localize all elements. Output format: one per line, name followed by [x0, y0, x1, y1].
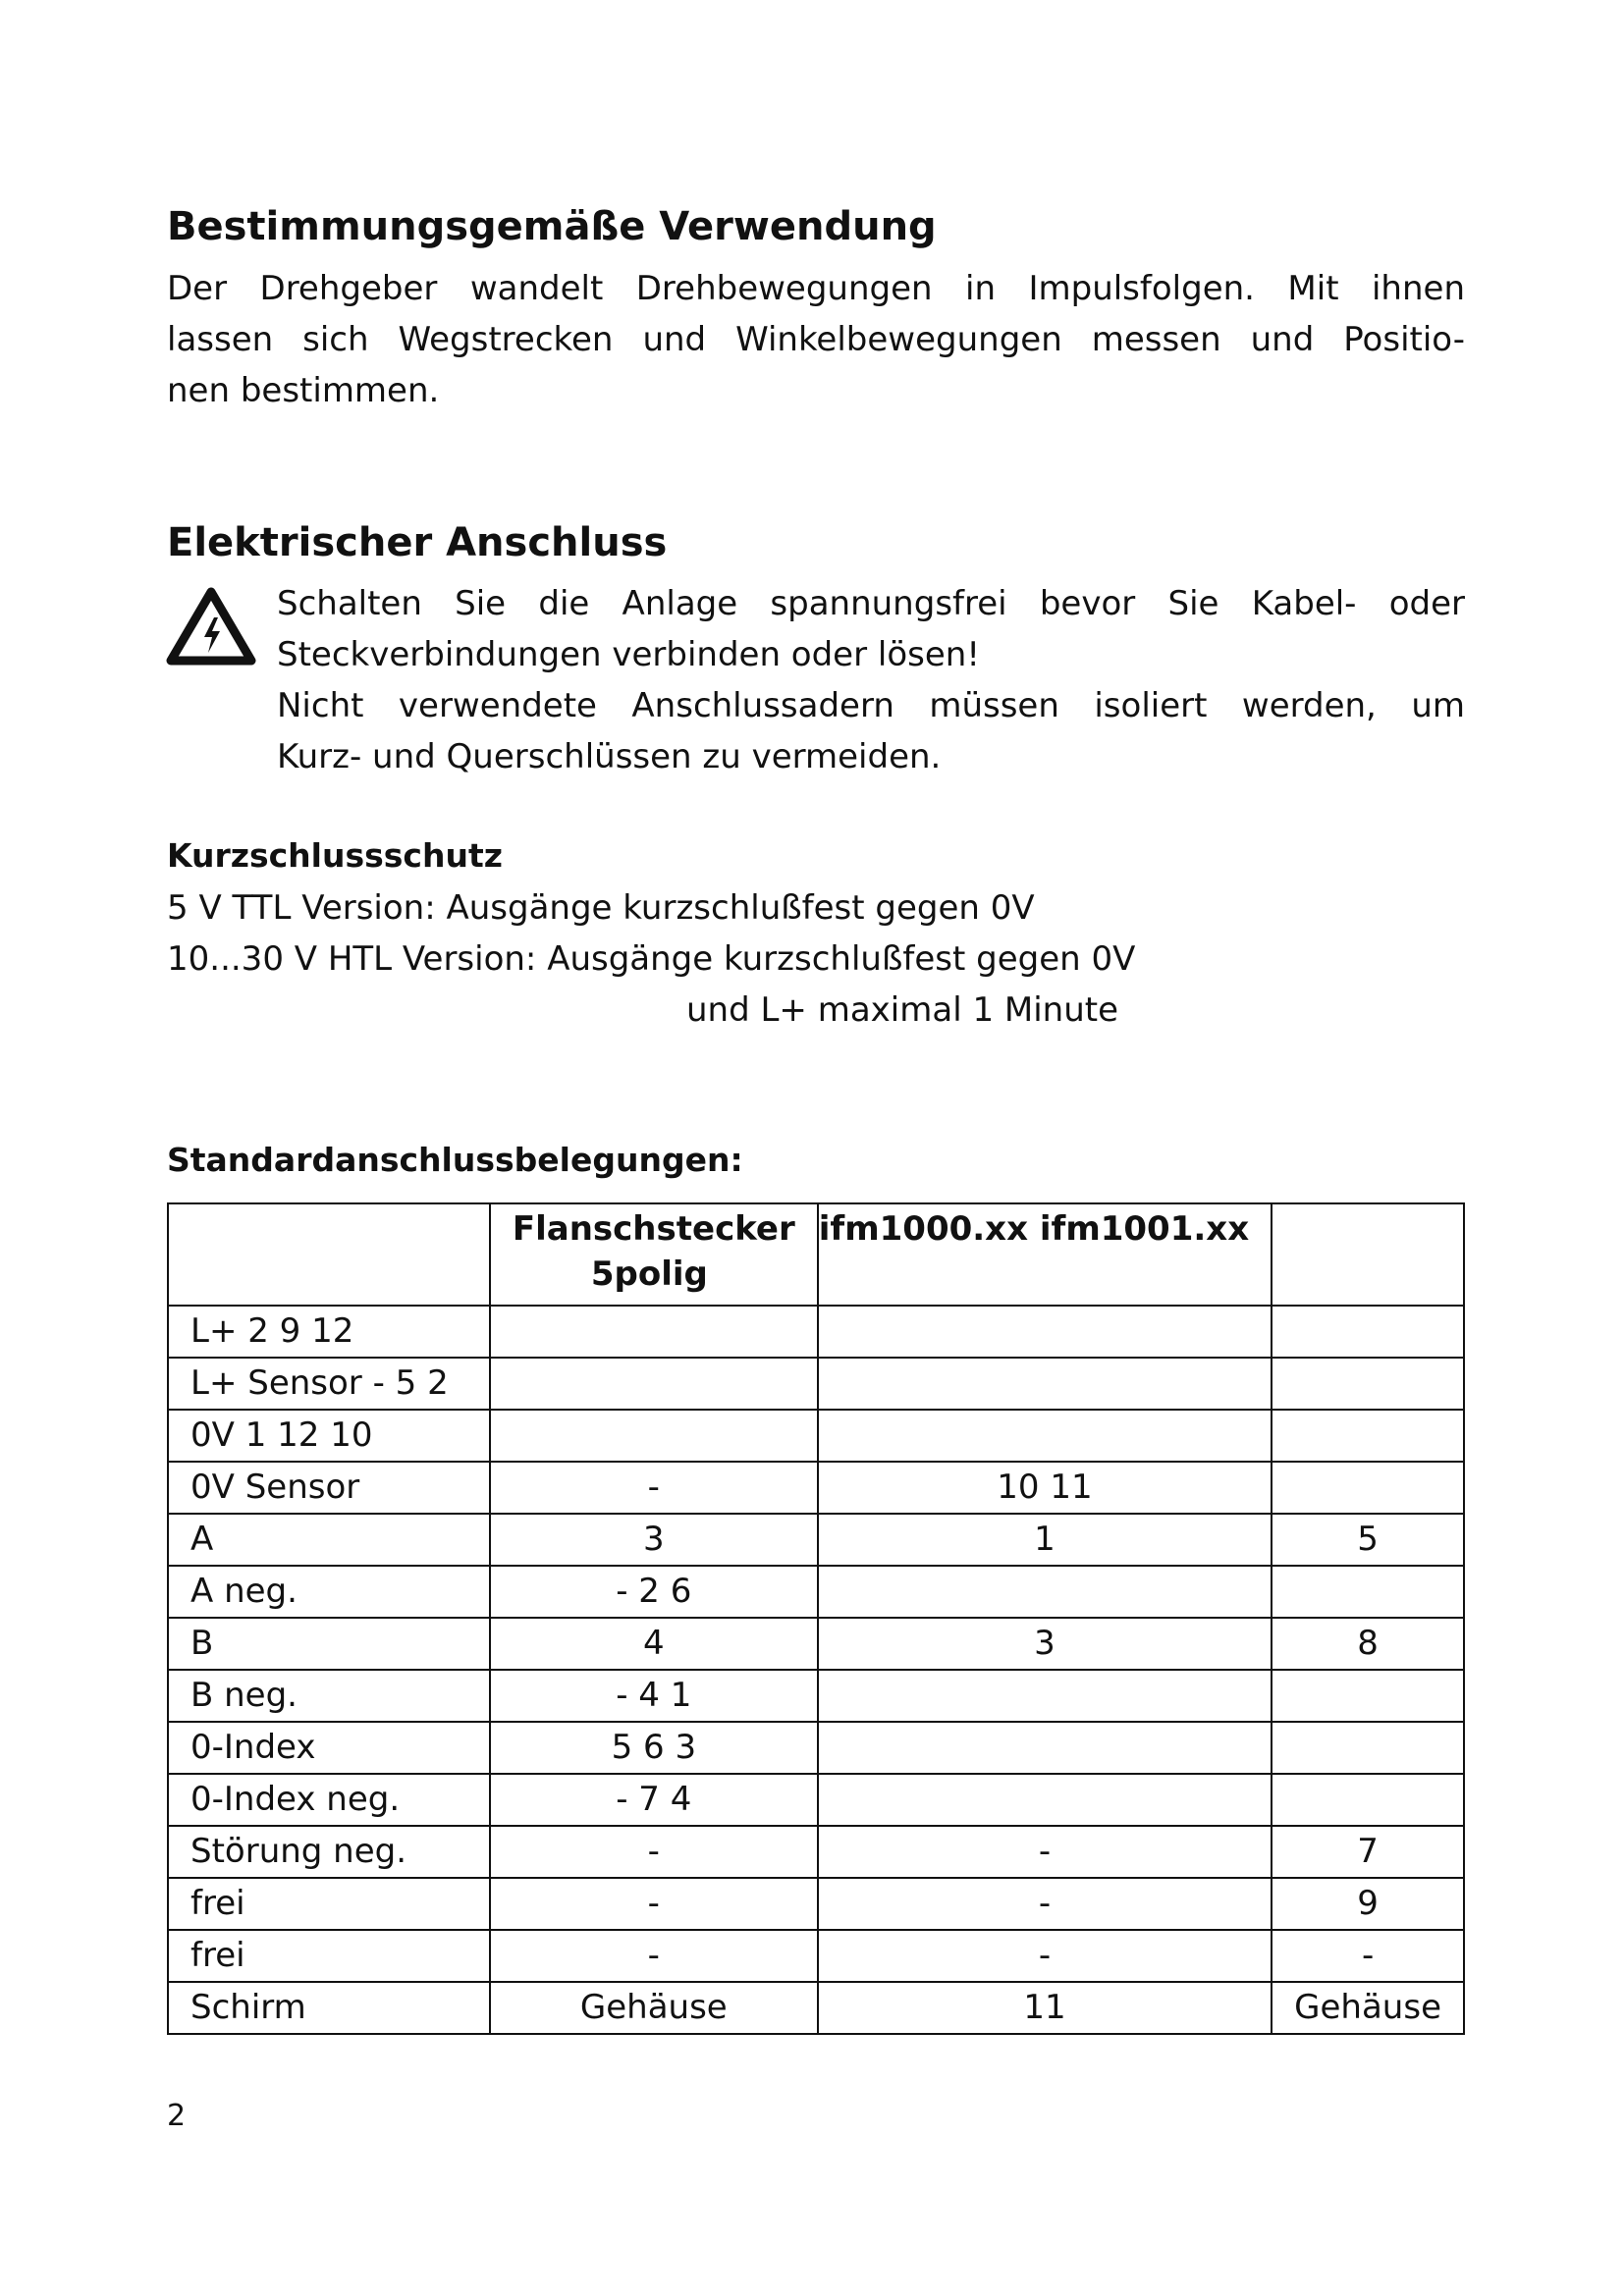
text-line: Kurz- und Querschlüssen zu vermeiden.: [277, 737, 942, 776]
table-cell: [816, 1669, 1273, 1723]
header-cell: [167, 1202, 491, 1307]
table-cell: 11: [816, 1981, 1273, 2035]
table-cell: 8: [1271, 1617, 1465, 1671]
header-cell: [1271, 1202, 1465, 1307]
table-cell: L+ 2 9 12: [167, 1305, 491, 1359]
table-row: 0V Sensor -10 11: [167, 1461, 1465, 1515]
table-cell: 1: [816, 1513, 1273, 1567]
text-line: Der Drehgeber wandelt Drehbewegungen in …: [167, 269, 1465, 308]
table-cell: 0-Index: [167, 1721, 491, 1775]
header-label: 5polig: [590, 1255, 708, 1294]
table-cell: -: [1271, 1929, 1465, 1983]
table-cell: [816, 1305, 1273, 1359]
table-row: L+ Sensor - 5 2: [167, 1357, 1465, 1411]
paragraph-intended-use: Der Drehgeber wandelt Drehbewegungen in …: [167, 263, 1465, 416]
table-cell: [1271, 1409, 1465, 1463]
table-cell: -: [816, 1929, 1273, 1983]
table-cell: [488, 1357, 819, 1411]
table-cell: Schirm: [167, 1981, 491, 2035]
table-header-row: Flanschstecker 5polig ifm1000.xx ifm1001.…: [167, 1202, 1465, 1307]
header-label: ifm1000.xx ifm1001.xx: [818, 1209, 1250, 1249]
header-cell-ifm: ifm1000.xx ifm1001.xx: [816, 1202, 1273, 1307]
table-row: frei - -9: [167, 1877, 1465, 1931]
warning-text: Schalten Sie die Anlage spannungsfrei be…: [277, 578, 1465, 782]
table-cell: [1271, 1461, 1465, 1515]
table-cell: [488, 1409, 819, 1463]
table-cell: Gehäuse: [1271, 1981, 1465, 2035]
table-cell: 5 6 3: [488, 1721, 819, 1775]
high-voltage-warning-icon: [166, 587, 256, 666]
table-cell: - 4 1: [488, 1669, 819, 1723]
table-cell: 9: [1271, 1877, 1465, 1931]
heading-short-circuit-protection: Kurzschlussschutz: [167, 836, 503, 875]
table-cell: 4: [488, 1617, 819, 1671]
table-cell: 0V 1 12 10: [167, 1409, 491, 1463]
text-line: lassen sich Wegstrecken und Winkelbewegu…: [167, 320, 1465, 359]
table-cell: [1271, 1565, 1465, 1619]
table-row: 0-Index 5 6 3: [167, 1721, 1465, 1775]
table-cell: - 7 4: [488, 1773, 819, 1827]
table-cell: 7: [1271, 1825, 1465, 1879]
table-cell: Gehäuse: [488, 1981, 819, 2035]
table-row: frei - - -: [167, 1929, 1465, 1983]
table-cell: 3: [488, 1513, 819, 1567]
table-row: A neg. - 2 6: [167, 1565, 1465, 1619]
table-cell: [816, 1409, 1273, 1463]
table-cell: 0-Index neg.: [167, 1773, 491, 1827]
table-row: L+ 2 9 12: [167, 1305, 1465, 1359]
table-cell: Störung neg.: [167, 1825, 491, 1879]
text-line: 10...30 V HTL Version: Ausgänge kurzschl…: [167, 939, 1136, 979]
table-row: B neg. - 4 1: [167, 1669, 1465, 1723]
table-cell: [1271, 1357, 1465, 1411]
text-line: Schalten Sie die Anlage spannungsfrei be…: [277, 584, 1465, 623]
table-row: Schirm Gehäuse 11 Gehäuse: [167, 1981, 1465, 2035]
table-cell: B: [167, 1617, 491, 1671]
table-cell: [816, 1357, 1273, 1411]
heading-intended-use: Bestimmungsgemäße Verwendung: [167, 204, 937, 249]
table-cell: [1271, 1773, 1465, 1827]
table-cell: frei: [167, 1877, 491, 1931]
header-label: Flanschstecker: [512, 1209, 795, 1249]
table-row: 0V 1 12 10: [167, 1409, 1465, 1463]
text-line: Steckverbindungen verbinden oder lösen!: [277, 635, 980, 674]
table-cell: [816, 1773, 1273, 1827]
table-cell: A: [167, 1513, 491, 1567]
table-cell: B neg.: [167, 1669, 491, 1723]
table-cell: [1271, 1669, 1465, 1723]
text-line: Nicht verwendete Anschlussadern müssen i…: [277, 686, 1465, 725]
table-cell: -: [488, 1461, 819, 1515]
table-cell: frei: [167, 1929, 491, 1983]
pin-assignment-table: Flanschstecker 5polig ifm1000.xx ifm1001.…: [167, 1202, 1465, 2035]
table-cell: A neg.: [167, 1565, 491, 1619]
table-cell: 10 11: [816, 1461, 1273, 1515]
table-cell: L+ Sensor - 5 2: [167, 1357, 491, 1411]
table-cell: [1271, 1721, 1465, 1775]
table-cell: -: [488, 1825, 819, 1879]
table-cell: -: [488, 1929, 819, 1983]
table-row: 0-Index neg. - 7 4: [167, 1773, 1465, 1827]
table-cell: [816, 1721, 1273, 1775]
page-number: 2: [167, 2099, 187, 2133]
header-cell-flange: Flanschstecker 5polig: [488, 1202, 819, 1307]
table-cell: [816, 1565, 1273, 1619]
table-cell: -: [816, 1877, 1273, 1931]
text-line: und L+ maximal 1 Minute: [686, 990, 1119, 1030]
table-row: Störung neg. - -7: [167, 1825, 1465, 1879]
heading-standard-pin-assignments: Standardanschlussbelegungen:: [167, 1141, 743, 1179]
table-cell: - 2 6: [488, 1565, 819, 1619]
table-cell: 0V Sensor: [167, 1461, 491, 1515]
text-line: 5 V TTL Version: Ausgänge kurzschlußfest…: [167, 888, 1035, 928]
table-cell: -: [488, 1877, 819, 1931]
heading-electrical-connection: Elektrischer Anschluss: [167, 520, 668, 565]
short-circuit-text: 5 V TTL Version: Ausgänge kurzschlußfest…: [167, 882, 1465, 1036]
table-cell: [488, 1305, 819, 1359]
table-cell: 3: [816, 1617, 1273, 1671]
table-cell: -: [816, 1825, 1273, 1879]
table-cell: [1271, 1305, 1465, 1359]
table-cell: 5: [1271, 1513, 1465, 1567]
text-line: nen bestimmen.: [167, 371, 440, 410]
